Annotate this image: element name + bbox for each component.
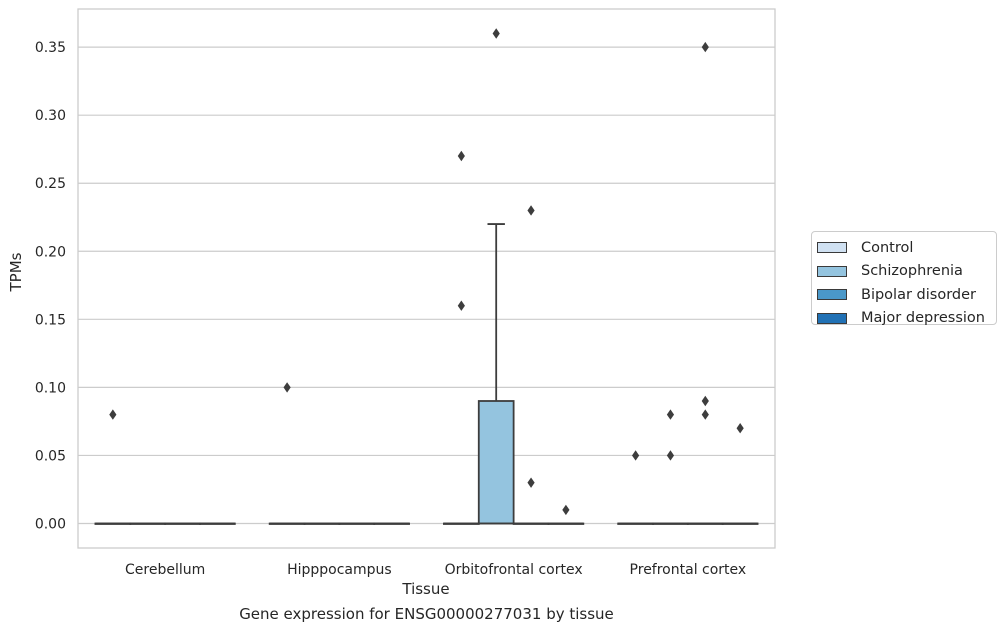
x-tick-label: Prefrontal cortex [630, 562, 747, 578]
box-schizophrenia [129, 522, 167, 525]
outlier-point [701, 409, 709, 420]
figure-caption: Gene expression for ENSG00000277031 by t… [239, 605, 614, 623]
outlier-point [527, 205, 535, 216]
legend-swatch [817, 312, 847, 324]
plot-frame [77, 8, 776, 549]
box-bipolar-disorder [338, 522, 376, 525]
box-bipolar-disorder [686, 41, 724, 525]
legend-label: Control [861, 239, 914, 256]
outlier-point [492, 28, 500, 39]
outlier-point [283, 382, 291, 393]
legend-label: Major depression [861, 310, 985, 327]
gridlines [78, 46, 775, 525]
legend-label: Schizophrenia [861, 263, 963, 280]
legend-item: Bipolar disorder [812, 283, 996, 307]
x-tick-label: Orbitofrontal cortex [445, 562, 583, 578]
box-major-depression [721, 423, 759, 525]
y-axis-ticks: 0.00 0.05 0.10 0.15 0.20 0.25 0.30 0.35 [35, 40, 66, 532]
legend-swatch [817, 242, 847, 254]
y-tick-label: 0.00 [35, 517, 66, 533]
box-bipolar-disorder [512, 205, 550, 525]
y-tick-label: 0.05 [35, 448, 66, 464]
box-schizophrenia [477, 28, 515, 525]
y-tick-label: 0.30 [35, 108, 66, 124]
x-tick-label: Hipppocampus [287, 562, 392, 578]
outlier-point [701, 395, 709, 407]
legend-item: Major depression [812, 307, 996, 331]
box-plot-marks [94, 28, 759, 525]
box-schizophrenia [303, 522, 341, 525]
outlier-point [457, 300, 465, 311]
box-control [617, 450, 654, 525]
box-major-depression [373, 522, 410, 525]
outlier-point [632, 450, 640, 461]
legend-item: Control [812, 236, 996, 260]
box-control [94, 409, 132, 525]
y-tick-label: 0.10 [35, 380, 66, 396]
outlier-point [562, 504, 570, 516]
x-axis-label: Tissue [401, 580, 449, 598]
outlier-point [666, 409, 675, 420]
outlier-point [457, 150, 465, 162]
y-tick-label: 0.20 [35, 244, 66, 260]
box-schizophrenia [652, 409, 689, 525]
box-control [268, 382, 306, 525]
y-tick-label: 0.35 [35, 40, 66, 56]
outlier-point [109, 409, 117, 420]
outlier-point [736, 423, 744, 434]
box-bipolar-disorder [164, 522, 201, 525]
legend-swatch [817, 265, 847, 277]
outlier-point [666, 450, 675, 461]
box-major-depression [547, 504, 585, 525]
legend: Control Schizophrenia Bipolar disorder Majo… [811, 231, 997, 326]
legend-item: Schizophrenia [812, 260, 996, 284]
x-axis-ticks: Cerebellum Hipppocampus Orbitofrontal cort… [125, 562, 746, 578]
outlier-point [701, 41, 709, 53]
x-tick-label: Cerebellum [125, 562, 205, 578]
legend-label: Bipolar disorder [861, 286, 976, 303]
box-control [443, 150, 480, 525]
y-tick-label: 0.15 [35, 312, 66, 328]
y-axis-label: TPMs [7, 252, 25, 292]
outlier-point [527, 477, 535, 488]
y-tick-label: 0.25 [35, 176, 66, 192]
legend-swatch [817, 289, 847, 301]
box-major-depression [199, 522, 236, 525]
box-body [477, 400, 515, 525]
